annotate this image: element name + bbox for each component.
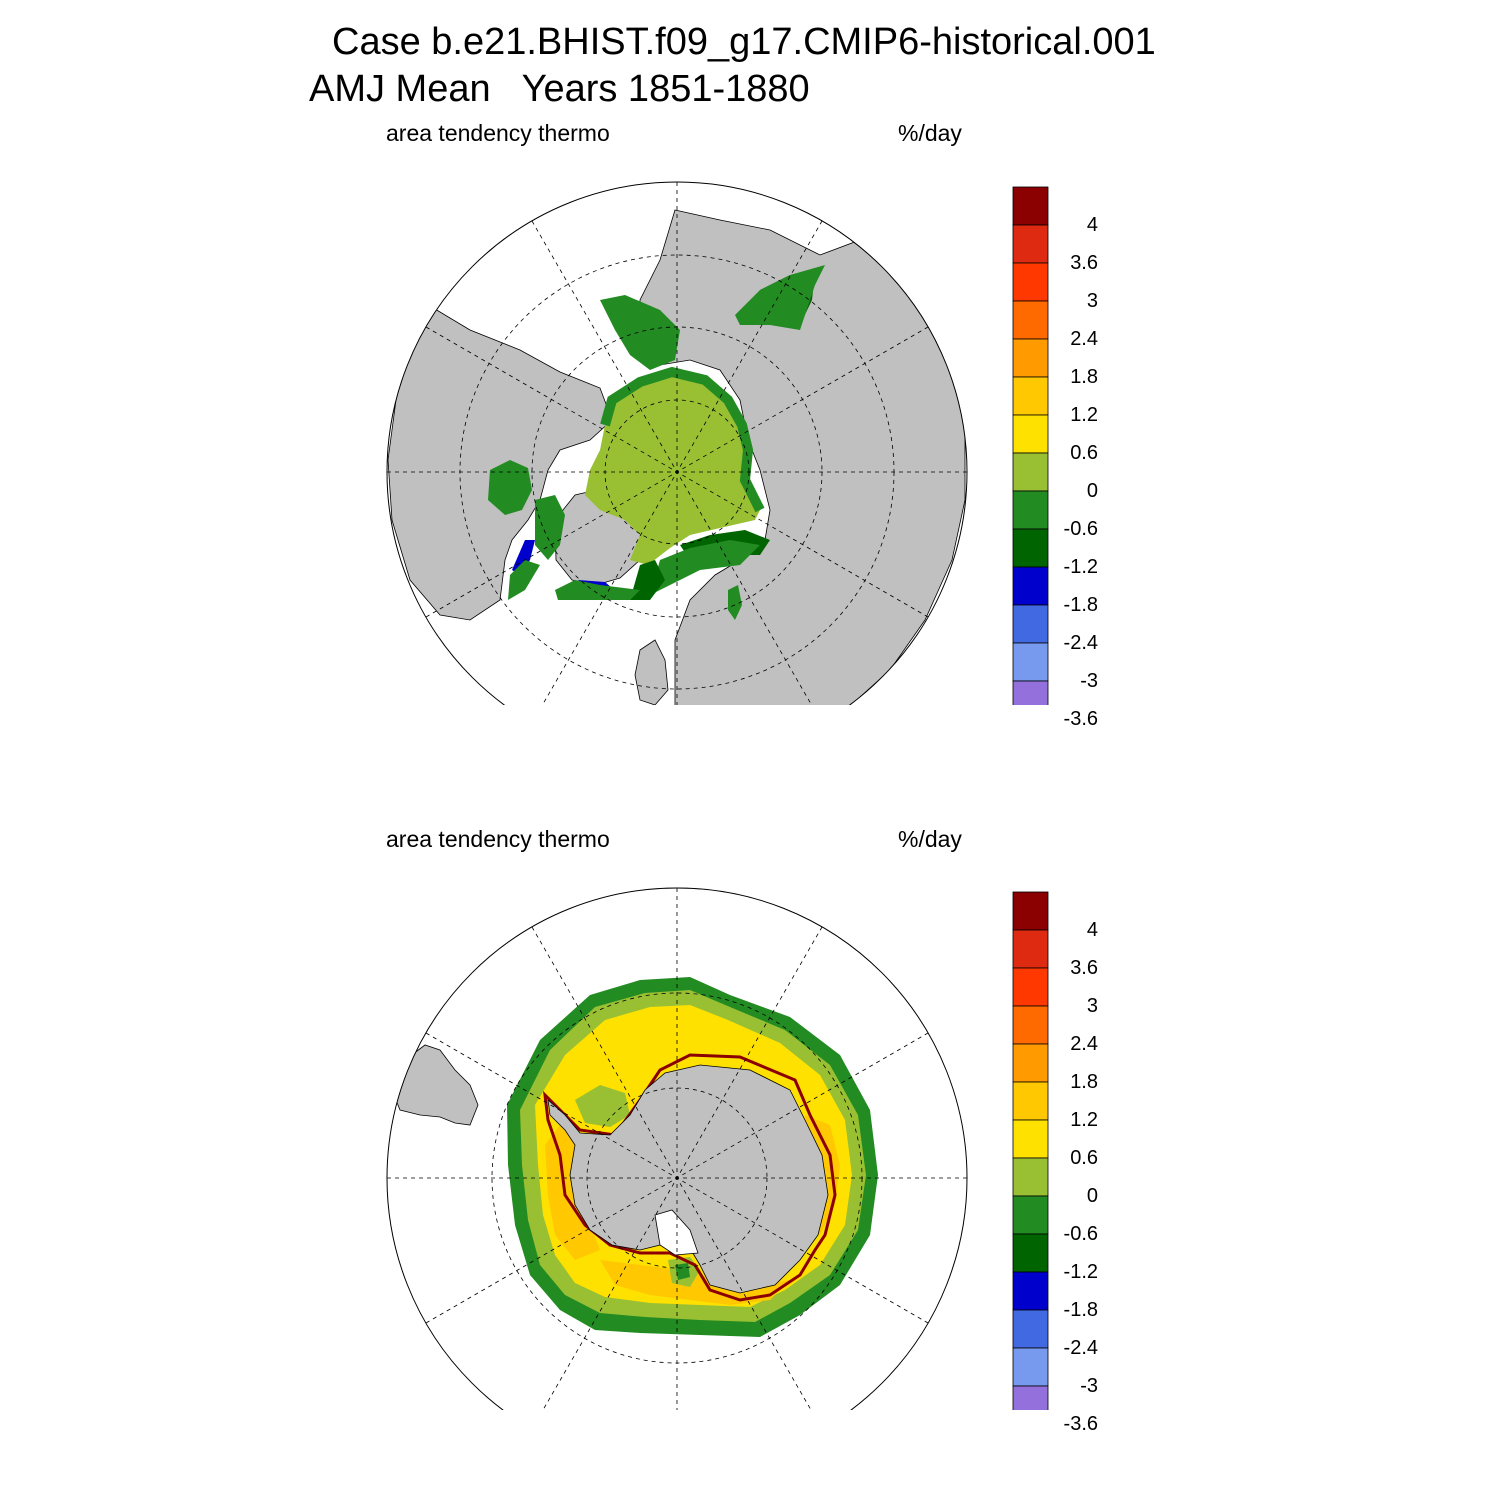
colorbar-tick-label: 3 [1086,995,1098,1017]
colorbar-swatch [1012,967,1049,1007]
colorbar-swatch [1012,528,1049,568]
colorbar-tick-label: -3.6 [1063,1413,1098,1435]
colorbar-tick-label: -1.2 [1063,556,1098,578]
colorbar-tick-label: 0 [1086,1185,1098,1207]
map-graticule [387,888,967,1410]
colorbar-tick-label: 3 [1086,290,1098,312]
colorbar-swatch [1012,680,1049,705]
colorbar-tick-label: -0.6 [1063,518,1098,540]
colorbar-swatch [1012,1347,1049,1387]
left-subtitle: area tendency thermo [386,120,610,146]
units-label: %/day [898,826,962,852]
antarctic-panel: area tendency thermo %/day [0,705,1500,1435]
colorbar-swatch [1012,1005,1049,1045]
south-greenland-green [555,580,640,600]
colorbar-swatch [1012,300,1049,340]
weddell-light-green [575,1085,630,1127]
colorbar-north [1012,186,1049,705]
colorbar-swatch [1012,262,1049,302]
colorbar-tick-label: 0 [1086,480,1098,502]
labrador-green [508,560,540,600]
map-graticule [387,182,967,705]
colorbar-tick-label: 1.8 [1070,1071,1098,1093]
colorbar-swatch [1012,452,1049,492]
colorbar-tick-label: -1.2 [1063,1261,1098,1283]
barents-green [650,540,760,595]
colorbar-tick-label: -3.6 [1063,708,1098,730]
colorbar-tick-label: -2.4 [1063,1337,1098,1359]
bering-green [600,295,680,370]
ice-gold-patch-2 [600,1260,790,1305]
colorbar-swatch [1012,1081,1049,1121]
colorbar-tick-label: 2.4 [1070,328,1098,350]
colorbar-tick-label: -3 [1080,1375,1098,1397]
arctic-rim-green [600,366,765,513]
okhotsk-green [735,265,825,330]
colorbar-swatch [1012,1043,1049,1083]
colorbar-swatch [1012,376,1049,416]
colorbar-swatch [1012,566,1049,606]
colorbar-swatch [1012,1157,1049,1197]
south-america-land [389,1044,479,1126]
colorbar-swatch [1012,186,1049,226]
british-isles-land [634,639,669,705]
colorbar-swatch [1012,604,1049,644]
colorbar-tick-label: 0.6 [1070,1147,1098,1169]
colorbar-swatch [1012,224,1049,264]
colorbar-swatch [1012,1119,1049,1159]
colorbar-tick-label: 2.4 [1070,1033,1098,1055]
arctic-panel: area tendency thermo %/day [0,0,1500,730]
map-boundary [386,887,968,1410]
colorbar-swatch [1012,490,1049,530]
labrador-blue [512,540,535,575]
colorbar-tick-label: -1.8 [1063,594,1098,616]
ross-ice-shelf-white [654,1209,699,1256]
colorbar-swatch [1012,1309,1049,1349]
colorbar-tick-label: 4 [1086,919,1098,941]
colorbar-swatch [1012,1233,1049,1273]
colorbar-tick-label: 4 [1086,214,1098,236]
colorbar-swatch [1012,1385,1049,1410]
left-subtitle: area tendency thermo [386,826,610,852]
north-america-land [387,299,613,621]
colorbar-tick-label: 1.8 [1070,366,1098,388]
colorbar-tick-label: -1.8 [1063,1299,1098,1321]
colorbar-swatch [1012,414,1049,454]
colorbar-swatch [1012,891,1049,931]
baltic-green [728,585,742,620]
colorbar-tick-label: -3 [1080,670,1098,692]
colorbar-tick-label: 1.2 [1070,404,1098,426]
colorbar-tick-label: -2.4 [1063,632,1098,654]
colorbar-tick-label: 3.6 [1070,957,1098,979]
baffin-bay-green [535,495,565,560]
colorbar-swatch [1012,642,1049,682]
chart-title-line2: AMJ Mean Years 1851-1880 [309,68,810,110]
colorbar-tick-label: 3.6 [1070,252,1098,274]
hudson-bay-green [488,460,532,515]
colorbar-swatch [1012,338,1049,378]
chart-title-line1: Case b.e21.BHIST.f09_g17.CMIP6-historica… [332,21,1156,63]
units-label: %/day [898,120,962,146]
antarctic-map [386,887,1049,1410]
colorbar-swatch [1012,1271,1049,1311]
arctic-map [386,181,1049,705]
antarctica-land [547,1064,829,1294]
colorbar-swatch [1012,1195,1049,1235]
colorbar-south [1012,891,1049,1410]
colorbar-tick-label: 1.2 [1070,1109,1098,1131]
map-boundary [386,181,968,705]
colorbar-tick-label: -0.6 [1063,1223,1098,1245]
arctic-basin-light-green [585,372,760,565]
colorbar-tick-label: 0.6 [1070,442,1098,464]
